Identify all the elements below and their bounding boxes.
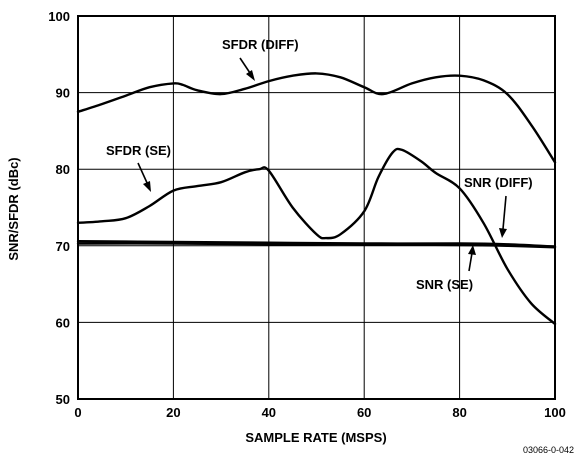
grid-lines	[78, 16, 555, 399]
y-tick-label: 100	[48, 9, 70, 24]
arrowhead-sfdr-diff	[246, 70, 255, 81]
y-tick-label: 50	[56, 392, 70, 407]
x-tick-label: 80	[452, 405, 466, 420]
arrowhead-sfdr-se	[143, 181, 151, 192]
y-tick-label: 70	[56, 239, 70, 254]
x-tick-labels: 0 20 40 60 80 100	[74, 405, 565, 420]
series-line-snr-se	[76, 242, 557, 249]
annotation-snr-se: SNR (SE)	[416, 277, 473, 292]
x-tick-label: 100	[544, 405, 566, 420]
x-tick-label: 40	[262, 405, 276, 420]
y-tick-labels: 50 60 70 80 90 100	[48, 9, 70, 407]
x-tick-label: 0	[74, 405, 81, 420]
arrowhead-snr-se	[468, 245, 476, 255]
annotation-sfdr-se: SFDR (SE)	[106, 143, 171, 158]
arrow-snr-diff	[502, 195, 507, 230]
annotation-snr-diff: SNR (DIFF)	[464, 175, 533, 190]
y-tick-label: 90	[56, 86, 70, 101]
arrow-sfdr-se	[137, 162, 149, 186]
series-layer	[76, 72, 557, 326]
arrowhead-snr-diff	[499, 228, 507, 238]
series-line-sfdr-se	[76, 147, 557, 326]
plot-frame	[77, 15, 556, 400]
arrow-snr-se	[468, 252, 473, 272]
y-tick-label: 80	[56, 162, 70, 177]
x-axis-title: SAMPLE RATE (MSPS)	[245, 430, 386, 445]
figure-id: 03066-0-042	[523, 445, 574, 455]
series-line-sfdr-diff	[76, 72, 557, 164]
x-tick-label: 20	[166, 405, 180, 420]
x-tick-label: 60	[357, 405, 371, 420]
annotation-sfdr-diff: SFDR (DIFF)	[222, 37, 299, 52]
y-axis-title: SNR/SFDR (dBc)	[6, 157, 21, 260]
y-tick-label: 60	[56, 315, 70, 330]
